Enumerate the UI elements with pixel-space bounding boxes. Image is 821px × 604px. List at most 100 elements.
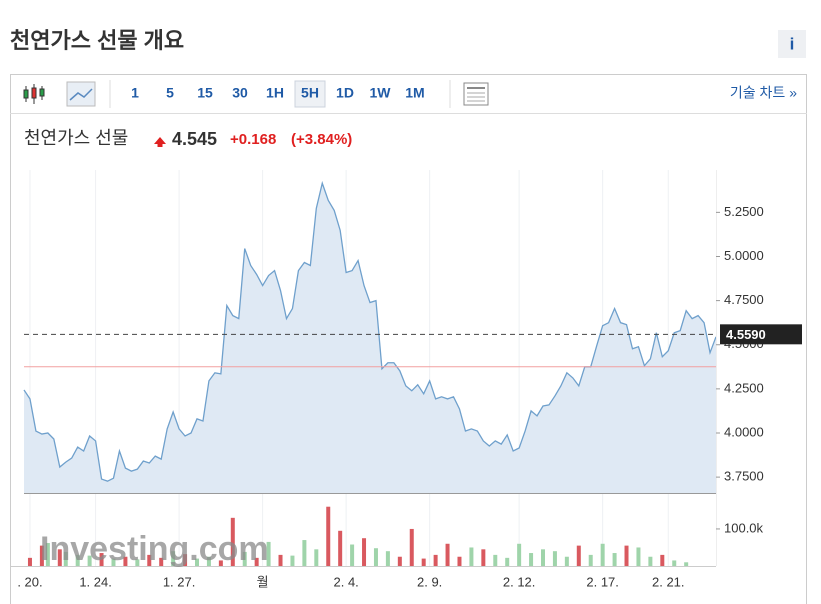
volume-bar bbox=[302, 540, 307, 566]
table-icon[interactable] bbox=[463, 82, 489, 106]
volume-bar bbox=[409, 528, 414, 566]
volume-bar bbox=[529, 553, 534, 566]
interval-button[interactable]: 1M bbox=[405, 85, 424, 101]
volume-bar bbox=[385, 551, 390, 566]
last-price-box bbox=[720, 324, 802, 345]
volume-bar bbox=[564, 556, 569, 566]
info-button[interactable]: i bbox=[790, 34, 795, 53]
volume-bar bbox=[541, 549, 545, 566]
volume-bar bbox=[326, 506, 331, 566]
volume-bar bbox=[278, 554, 283, 566]
y-tick-label: 4.2500 bbox=[724, 380, 764, 395]
info-button-bg[interactable] bbox=[778, 30, 806, 58]
y-tick-label: 4.0000 bbox=[724, 424, 764, 439]
quote-change-pct: (+3.84%) bbox=[291, 131, 352, 148]
volume-bar bbox=[397, 556, 402, 566]
volume-bar bbox=[672, 560, 677, 566]
volume-bar bbox=[242, 551, 247, 566]
y-tick-label: 5.0000 bbox=[724, 248, 764, 263]
interval-button[interactable]: 1H bbox=[266, 85, 284, 101]
interval-button[interactable]: 1W bbox=[370, 85, 392, 101]
volume-bar bbox=[57, 549, 62, 566]
x-tick-label: 월 bbox=[257, 574, 269, 589]
technical-chart-link[interactable]: 기술 차트 » bbox=[730, 85, 797, 101]
volume-bar bbox=[218, 560, 223, 566]
interval-selected-bg[interactable] bbox=[294, 80, 326, 108]
volume-bar bbox=[99, 553, 104, 566]
volume-bar bbox=[600, 543, 605, 566]
x-tick-label: 2. 9. bbox=[417, 574, 442, 589]
volume-bar bbox=[135, 559, 140, 566]
volume-bar bbox=[445, 543, 450, 566]
panel-border bbox=[10, 74, 807, 604]
volume-bar bbox=[624, 545, 629, 566]
volume-bar bbox=[636, 547, 641, 566]
x-tick-label: 2. 17. bbox=[586, 574, 619, 589]
volume-bar bbox=[266, 541, 271, 566]
price-area bbox=[24, 183, 716, 493]
interval-button[interactable]: 1D bbox=[336, 85, 354, 101]
quote-name: 천연가스 선물 bbox=[24, 128, 128, 148]
x-tick-label: 1. 27. bbox=[163, 574, 196, 589]
volume-bar bbox=[362, 538, 367, 566]
volume-bar bbox=[338, 530, 343, 566]
volume-bar bbox=[27, 557, 32, 566]
volume-bar bbox=[457, 556, 462, 566]
x-tick-label: . 20. bbox=[17, 574, 42, 589]
volume-y-tick-label: 100.0k bbox=[724, 520, 764, 535]
interval-button[interactable]: 5 bbox=[166, 85, 174, 101]
volume-bar bbox=[469, 547, 474, 566]
watermark: Investing.com bbox=[40, 530, 269, 568]
candle-icon[interactable] bbox=[23, 84, 45, 104]
volume-bar bbox=[63, 551, 68, 566]
volume-bar bbox=[517, 543, 522, 566]
interval-button[interactable]: 1 bbox=[131, 85, 139, 101]
volume-bar bbox=[421, 558, 426, 566]
volume-bar bbox=[254, 557, 259, 566]
y-tick-label: 3.7500 bbox=[724, 469, 764, 484]
volume-bar bbox=[648, 556, 653, 566]
price-line bbox=[23, 180, 717, 482]
quote-change: +0.168 bbox=[230, 131, 276, 148]
volume-bar bbox=[505, 557, 510, 566]
y-tick-label: 5.2500 bbox=[724, 204, 764, 219]
volume-bar bbox=[433, 554, 438, 566]
x-tick-label: 1. 24. bbox=[79, 574, 112, 589]
interval-button[interactable]: 5H bbox=[301, 85, 319, 101]
volume-bar bbox=[660, 554, 665, 566]
volume-bar bbox=[552, 551, 557, 566]
volume-bar bbox=[171, 551, 176, 566]
volume-bar bbox=[195, 558, 199, 566]
volume-bar bbox=[206, 556, 211, 566]
volume-bar bbox=[147, 554, 152, 566]
volume-bar bbox=[45, 543, 50, 566]
volume-bar bbox=[159, 557, 164, 566]
volume-bar bbox=[576, 545, 581, 566]
volume-bar bbox=[87, 555, 92, 566]
volume-bar bbox=[290, 555, 295, 566]
volume-bar bbox=[123, 556, 128, 566]
interval-button[interactable]: 30 bbox=[232, 85, 248, 101]
area-icon[interactable] bbox=[66, 81, 96, 107]
volume-bar bbox=[183, 554, 188, 566]
interval-button[interactable]: 15 bbox=[197, 85, 213, 101]
x-tick-label: 2. 4. bbox=[333, 574, 358, 589]
up-arrow bbox=[154, 137, 166, 147]
volume-bar bbox=[111, 558, 116, 566]
volume-bar bbox=[588, 554, 593, 566]
x-tick-label: 2. 12. bbox=[503, 574, 536, 589]
volume-bar bbox=[39, 545, 44, 566]
volume-bar bbox=[350, 544, 355, 566]
volume-bar bbox=[75, 554, 80, 566]
volume-bar bbox=[481, 549, 486, 566]
page-title: 천연가스 선물 개요 bbox=[10, 28, 184, 53]
y-tick-label: 4.7500 bbox=[724, 292, 764, 307]
last-price-label: 4.5590 bbox=[726, 327, 766, 342]
volume-bar bbox=[314, 549, 319, 566]
quote-price: 4.545 bbox=[172, 129, 217, 149]
volume-bar bbox=[493, 554, 498, 566]
volume-bar bbox=[684, 562, 689, 566]
volume-bar bbox=[230, 517, 235, 566]
x-tick-label: 2. 21. bbox=[652, 574, 685, 589]
